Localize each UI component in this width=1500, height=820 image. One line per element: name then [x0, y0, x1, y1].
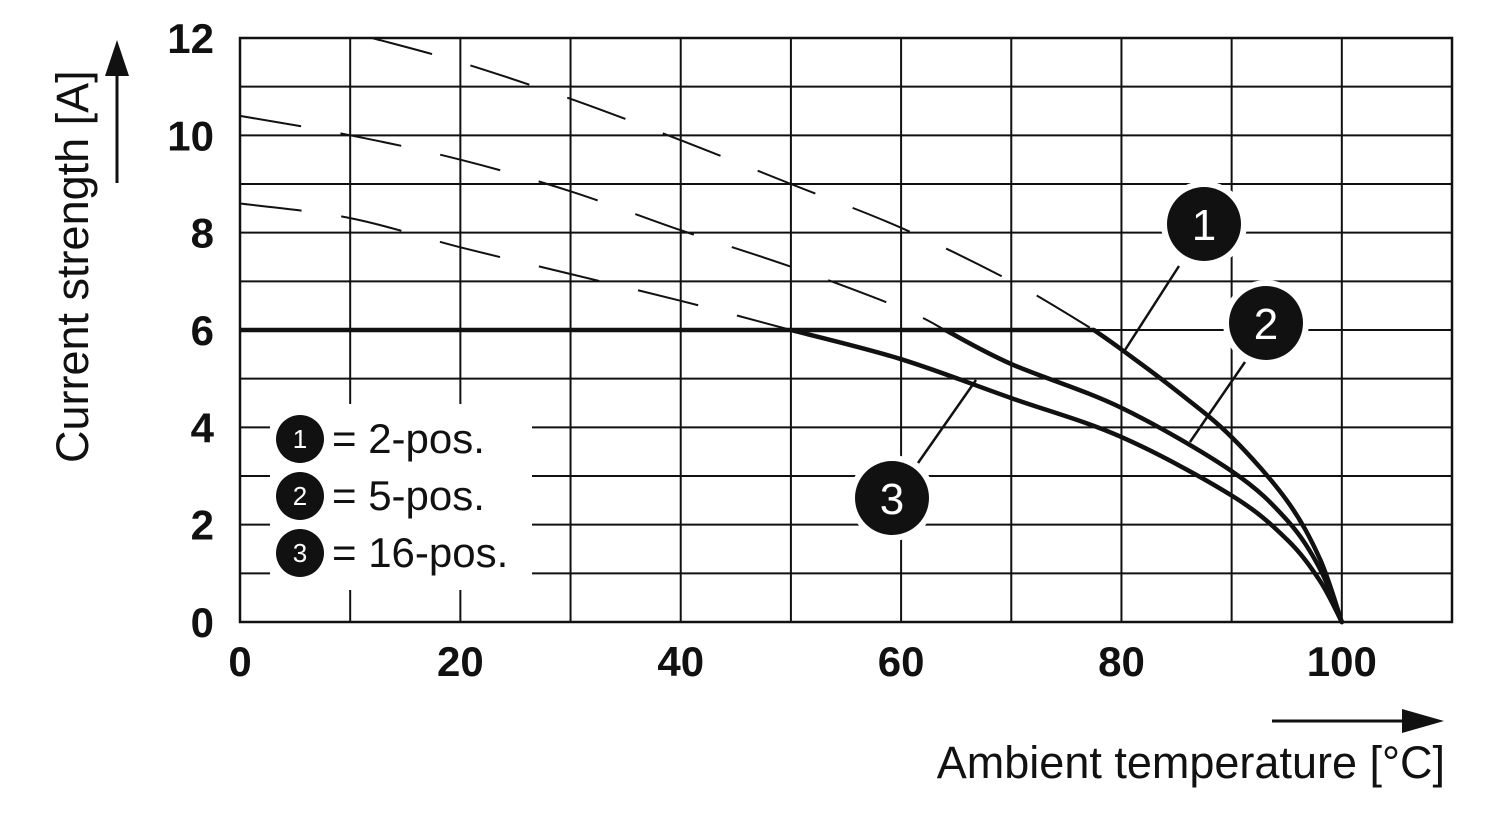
- x-tick-label: 40: [657, 638, 704, 685]
- x-tick-label: 60: [878, 638, 925, 685]
- curve-callout-3: 3: [849, 379, 978, 541]
- y-tick-label: 4: [191, 404, 215, 451]
- legend-label-3: = 16-pos.: [332, 529, 508, 576]
- y-tick-label: 12: [167, 15, 214, 62]
- legend-item-3: 3 = 16-pos.: [276, 529, 508, 577]
- callout-leader-2: [1188, 361, 1247, 443]
- x-tick-label: 0: [228, 638, 251, 685]
- legend-badge-3: [276, 529, 324, 577]
- x-tick-label: 100: [1307, 638, 1377, 685]
- series-1-derating-curve: [1091, 327, 1345, 625]
- callout-leader-3: [916, 379, 978, 464]
- series-3-theoretical-curve: [239, 202, 792, 331]
- y-tick-label: 10: [167, 112, 214, 159]
- curve-callout-2: 2: [1188, 280, 1309, 443]
- series-1-theoretical-curve: [371, 37, 1095, 331]
- callout-badge-3-number: 3: [880, 475, 904, 524]
- series-2-derating-curve: [942, 327, 1345, 625]
- x-axis-title: Ambient temperature [°C]: [937, 737, 1445, 788]
- legend-badge-2-number: 2: [293, 481, 307, 511]
- callout-badge-1-number: 1: [1192, 201, 1216, 250]
- y-tick-label: 2: [191, 502, 214, 549]
- x-tick-label: 20: [437, 638, 484, 685]
- x-axis-arrow: [1272, 709, 1444, 733]
- legend-item-1: 1 = 2-pos.: [276, 415, 485, 463]
- x-tick-label: 80: [1098, 638, 1145, 685]
- x-tick-labels: 0 20 40 60 80 100: [228, 638, 1377, 685]
- series-2-theoretical-curve: [239, 114, 946, 331]
- y-tick-label: 6: [191, 307, 214, 354]
- callout-badge-1-disc: [1167, 187, 1241, 261]
- y-axis-title: Current strength [A]: [47, 70, 98, 463]
- callout-leader-1: [1123, 265, 1181, 351]
- callout-badge-2-number: 2: [1254, 300, 1278, 349]
- callout-badge-3-disc: [855, 461, 929, 535]
- chart-legend: 1 = 2-pos. 2 = 5-pos. 3 = 16-pos.: [270, 404, 532, 590]
- legend-badge-1: [276, 415, 324, 463]
- curve-callout-1: 1: [1123, 181, 1247, 351]
- legend-label-2: = 5-pos.: [332, 472, 485, 519]
- curve-callouts: 1 2 3: [849, 181, 1309, 541]
- legend-badge-2: [276, 472, 324, 520]
- y-axis-arrow: [105, 40, 129, 183]
- legend-badge-3-number: 3: [293, 538, 307, 568]
- y-tick-label: 0: [191, 599, 214, 646]
- legend-badge-1-number: 1: [293, 424, 307, 454]
- y-tick-labels: 0 2 4 6 8 10 12: [167, 15, 214, 646]
- legend-item-2: 2 = 5-pos.: [276, 472, 485, 520]
- callout-badge-2-disc: [1229, 286, 1303, 360]
- legend-label-1: = 2-pos.: [332, 415, 485, 462]
- series-3-derating-curve: [788, 327, 1345, 625]
- chart-grid: [238, 36, 1454, 624]
- y-tick-label: 8: [191, 210, 214, 257]
- chart-curves: [239, 37, 1345, 625]
